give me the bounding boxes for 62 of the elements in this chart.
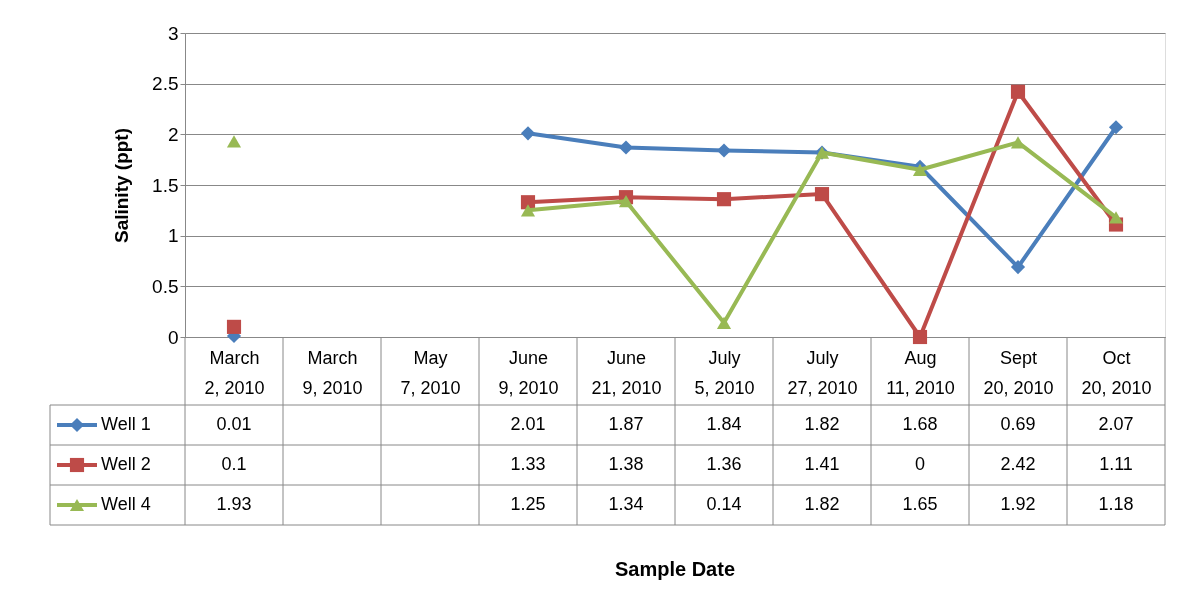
data-label: 2.01 bbox=[510, 414, 546, 434]
data-label: 1.36 bbox=[706, 454, 742, 474]
point bbox=[716, 143, 732, 158]
data-label: 2.42 bbox=[1000, 454, 1036, 474]
point bbox=[716, 316, 732, 329]
x-tick-label: Sept 20, 2010 bbox=[983, 347, 1054, 398]
x-tick-label: March 9, 2010 bbox=[302, 347, 363, 398]
y-tick-label: 0.5 bbox=[152, 275, 179, 297]
data-label: 1.25 bbox=[510, 494, 546, 514]
x-tick-label: Oct 20, 2010 bbox=[1081, 347, 1152, 398]
x-tick-label: June 9, 2010 bbox=[498, 347, 559, 398]
y-tick-label: 1.5 bbox=[152, 174, 179, 196]
data-label: 0.1 bbox=[221, 454, 247, 474]
legend-label: Well 4 bbox=[101, 494, 151, 514]
data-label: 1.38 bbox=[608, 454, 644, 474]
data-label: 1.84 bbox=[706, 414, 742, 434]
y-tick-label: 1 bbox=[167, 225, 179, 247]
point bbox=[618, 140, 634, 155]
point bbox=[520, 126, 536, 141]
data-label: 0.14 bbox=[706, 494, 742, 514]
y-tick-label: 3 bbox=[167, 22, 179, 44]
point bbox=[1010, 84, 1026, 99]
x-tick-label: Aug 11, 2010 bbox=[886, 347, 955, 398]
data-label: 0 bbox=[914, 454, 926, 474]
point bbox=[618, 195, 634, 208]
legend-label: Well 2 bbox=[101, 454, 151, 474]
point bbox=[1108, 211, 1124, 224]
x-tick-label: July 27, 2010 bbox=[787, 347, 858, 398]
data-label: 1.34 bbox=[608, 494, 644, 514]
point bbox=[226, 319, 242, 334]
data-label: 0.69 bbox=[1000, 414, 1036, 434]
data-label: 1.87 bbox=[608, 414, 644, 434]
point bbox=[814, 187, 830, 202]
data-label: 1.11 bbox=[1099, 454, 1133, 474]
x-tick-label: March 2, 2010 bbox=[204, 347, 265, 398]
data-label: 0.01 bbox=[216, 414, 252, 434]
data-label: 2.07 bbox=[1098, 414, 1134, 434]
x-tick-label: May 7, 2010 bbox=[400, 347, 461, 398]
y-axis-title: Salinity (ppt) bbox=[111, 127, 133, 244]
data-label: 1.92 bbox=[1000, 494, 1036, 514]
data-label: 1.68 bbox=[902, 414, 938, 434]
y-tick-label: 0 bbox=[167, 326, 179, 348]
y-tick-label: 2 bbox=[167, 123, 179, 145]
text: Sample Date bbox=[614, 558, 736, 580]
point bbox=[912, 329, 928, 345]
point bbox=[520, 204, 536, 217]
data-label: 1.33 bbox=[510, 454, 546, 474]
point bbox=[226, 135, 242, 148]
x-tick-label: June 21, 2010 bbox=[591, 347, 662, 398]
legend-label: Well 1 bbox=[101, 414, 151, 434]
point bbox=[912, 163, 928, 176]
data-label: 1.82 bbox=[804, 494, 840, 514]
data-label: 1.93 bbox=[216, 494, 252, 514]
data-label: 1.41 bbox=[804, 454, 840, 474]
data-label: 1.65 bbox=[902, 494, 938, 514]
x-tick-label: July 5, 2010 bbox=[694, 347, 755, 398]
point bbox=[1010, 260, 1026, 275]
point bbox=[1108, 120, 1124, 135]
y-tick-label: 2.5 bbox=[152, 73, 179, 95]
data-label: 1.18 bbox=[1098, 494, 1134, 514]
data-label: 1.82 bbox=[804, 414, 840, 434]
point bbox=[716, 192, 732, 207]
